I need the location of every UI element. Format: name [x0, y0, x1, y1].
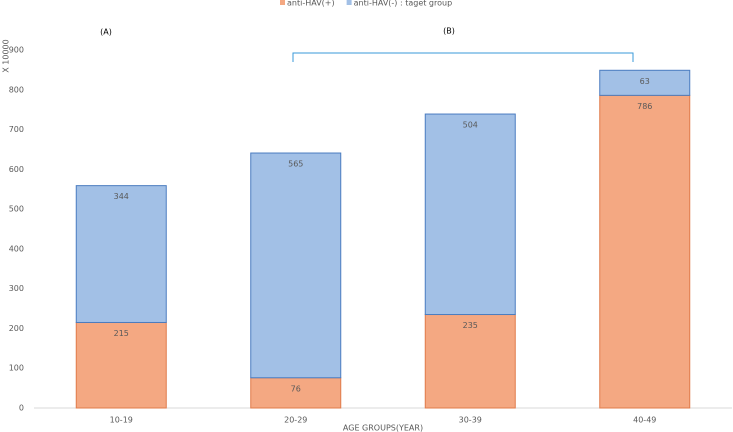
bar-segment — [599, 94, 691, 409]
x-axis-label: AGE GROUPS(YEAR) — [343, 424, 423, 432]
data-label: 215 — [114, 329, 129, 338]
legend-label: anti-HAV(-) : taget group — [354, 0, 453, 8]
legend-swatch — [346, 0, 352, 5]
y-tick-label: 700 — [9, 125, 24, 134]
y-tick-label: 600 — [9, 165, 24, 174]
legend-swatch — [280, 0, 285, 5]
bar-segment — [599, 69, 691, 96]
bar-segment — [424, 113, 516, 316]
bar-segment — [75, 321, 167, 409]
bar-segment — [75, 185, 167, 323]
annotation: (B) — [443, 27, 455, 36]
x-tick-label: 30-39 — [459, 416, 482, 425]
bracket — [292, 52, 634, 62]
data-label: 344 — [114, 192, 129, 201]
y-tick-label: 500 — [9, 205, 24, 214]
x-tick-label: 20-29 — [284, 416, 307, 425]
x-tick-label: 10-19 — [110, 416, 133, 425]
bar-segment — [250, 152, 342, 379]
x-tick-label: 40-49 — [633, 416, 656, 425]
y-tick-label: 300 — [9, 284, 24, 293]
data-label: 504 — [463, 121, 478, 130]
y-tick-label: 100 — [9, 364, 24, 373]
annotation: (A) — [100, 28, 112, 37]
data-label: 565 — [288, 160, 303, 169]
y-tick-label: 0 — [19, 404, 24, 413]
y-tick-label: 900 — [9, 46, 24, 55]
data-label: 63 — [640, 77, 650, 86]
y-tick-label: 800 — [9, 85, 24, 94]
data-label: 235 — [463, 321, 478, 330]
bar-segment — [250, 377, 342, 409]
y-tick-label: 400 — [9, 244, 24, 253]
legend-label: anti-HAV(+) — [287, 0, 335, 8]
data-label: 786 — [637, 102, 652, 111]
data-label: 76 — [291, 384, 301, 393]
y-axis-label: X 10000 — [2, 39, 11, 72]
y-tick-label: 200 — [9, 324, 24, 333]
